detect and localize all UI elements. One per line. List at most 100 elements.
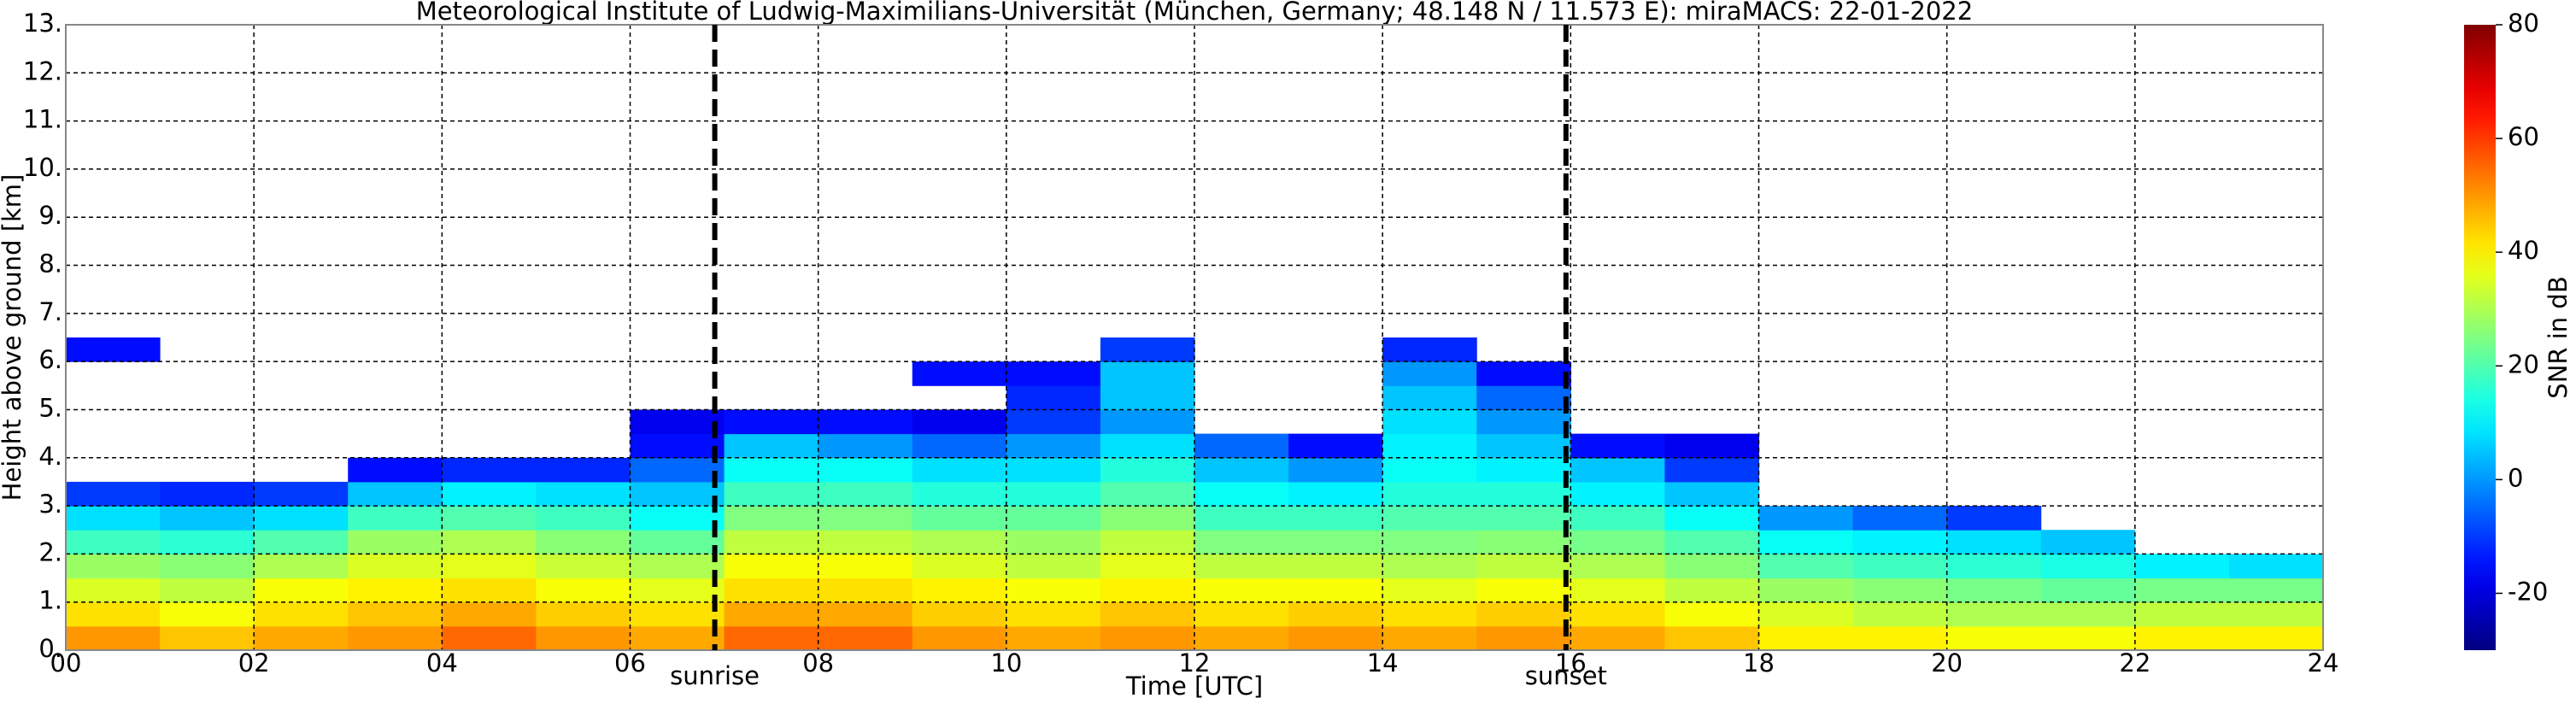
heatmap-cell	[2040, 578, 2136, 603]
heatmap-cell	[1194, 457, 1289, 483]
colorbar-tick-label: -20	[2508, 577, 2548, 606]
heatmap-cell	[1100, 337, 1195, 362]
heatmap-cell	[1006, 481, 1101, 507]
heatmap-cell	[912, 409, 1007, 435]
heatmap-cell	[442, 481, 537, 507]
heatmap-cell	[1758, 578, 1854, 603]
heatmap-cell	[2040, 554, 2136, 579]
heatmap-cell	[818, 481, 913, 507]
heatmap-cell	[724, 457, 819, 483]
heatmap-cell	[630, 625, 725, 651]
heatmap-cell	[536, 554, 631, 579]
heatmap-cell	[630, 433, 725, 459]
heatmap-cell	[66, 554, 161, 579]
heatmap-cell	[254, 578, 349, 603]
heatmap-cell	[536, 481, 631, 507]
heatmap-cell	[1382, 409, 1477, 435]
heatmap-cell	[66, 601, 161, 627]
y-tick-label: 3.	[38, 490, 62, 519]
heatmap-cell	[912, 601, 1007, 627]
heatmap-cell	[818, 409, 913, 435]
heatmap-cell	[1664, 601, 1759, 627]
plot-frame	[65, 24, 2324, 651]
heatmap-cell	[1946, 601, 2042, 627]
heatmap-cell	[1852, 625, 1948, 651]
x-tick-label: 00	[50, 648, 82, 678]
heatmap-cell	[1664, 457, 1759, 483]
heatmap-cell	[1382, 578, 1477, 603]
heatmap-cell	[1570, 625, 1665, 651]
heatmap-cell	[2134, 578, 2230, 603]
heatmap-cell	[1946, 578, 2042, 603]
heatmap-cell	[348, 578, 443, 603]
heatmap-cell	[1476, 481, 1571, 507]
heatmap-cell	[348, 457, 443, 483]
heatmap-cell	[630, 481, 725, 507]
heatmap-cell	[724, 433, 819, 459]
heatmap-cell	[912, 457, 1007, 483]
x-tick-label: 24	[2308, 648, 2339, 678]
heatmap-cell	[630, 530, 725, 554]
heatmap-cell	[1100, 530, 1195, 554]
y-tick-label: 5.	[38, 393, 62, 422]
heatmap-cell	[1382, 481, 1477, 507]
heatmap-cell	[348, 625, 443, 651]
heatmap-cell	[1382, 530, 1477, 554]
heatmap-cell	[818, 601, 913, 627]
y-axis-label: Height above ground [km]	[0, 174, 26, 502]
heatmap-cell	[1476, 554, 1571, 579]
heatmap-cell	[254, 506, 349, 531]
heatmap-cell	[442, 506, 537, 531]
heatmap-cell	[442, 578, 537, 603]
heatmap-cell	[724, 578, 819, 603]
x-tick-label: 08	[802, 648, 834, 678]
colorbar-label: SNR in dB	[2544, 276, 2573, 398]
heatmap-cell	[1570, 578, 1665, 603]
heatmap-cell	[912, 361, 1007, 386]
heatmap-cell	[348, 601, 443, 627]
heatmap-cell	[1476, 433, 1571, 459]
heatmap-cell	[160, 625, 255, 651]
heatmap-cell	[1382, 385, 1477, 410]
heatmap-cell	[724, 409, 819, 435]
heatmap-cell	[1288, 625, 1383, 651]
heatmap-cell	[1758, 506, 1854, 531]
heatmap-cell	[1570, 433, 1665, 459]
heatmap-cell	[66, 481, 161, 507]
heatmap-cell	[818, 578, 913, 603]
colorbar-tick-label: 60	[2508, 122, 2539, 151]
heatmap-cell	[724, 625, 819, 651]
heatmap-cell	[254, 625, 349, 651]
heatmap-cell	[1100, 409, 1195, 435]
heatmap-cell	[348, 481, 443, 507]
heatmap-cell	[1100, 601, 1195, 627]
heatmap-cell	[1006, 601, 1101, 627]
heatmap-cell	[1476, 601, 1571, 627]
heatmap-cell	[2134, 601, 2230, 627]
heatmap-cell	[630, 409, 725, 435]
heatmap-cell	[1100, 554, 1195, 579]
heatmap-cell	[1288, 481, 1383, 507]
heatmap-cell	[536, 457, 631, 483]
heatmap-cell	[912, 506, 1007, 531]
heatmap-cell	[1664, 530, 1759, 554]
heatmap-cell	[1946, 506, 2042, 531]
heatmap-cell	[912, 481, 1007, 507]
chart-title: Meteorological Institute of Ludwig-Maxim…	[416, 0, 1973, 26]
heatmap-cell	[254, 530, 349, 554]
heatmap-cell	[724, 506, 819, 531]
heatmap-cell	[348, 530, 443, 554]
heatmap-cell	[66, 506, 161, 531]
heatmap-cell	[1382, 433, 1477, 459]
heatmap-cell	[1570, 481, 1665, 507]
annotation-label: sunrise	[670, 661, 760, 690]
heatmap-cell	[2228, 625, 2324, 651]
x-tick-label: 14	[1367, 648, 1399, 678]
heatmap-cell	[818, 506, 913, 531]
heatmap-cell	[1664, 506, 1759, 531]
heatmap-cell	[1946, 554, 2042, 579]
y-tick-label: 10.	[23, 153, 62, 182]
heatmap-cell	[2040, 530, 2136, 554]
heatmap-cell	[818, 625, 913, 651]
